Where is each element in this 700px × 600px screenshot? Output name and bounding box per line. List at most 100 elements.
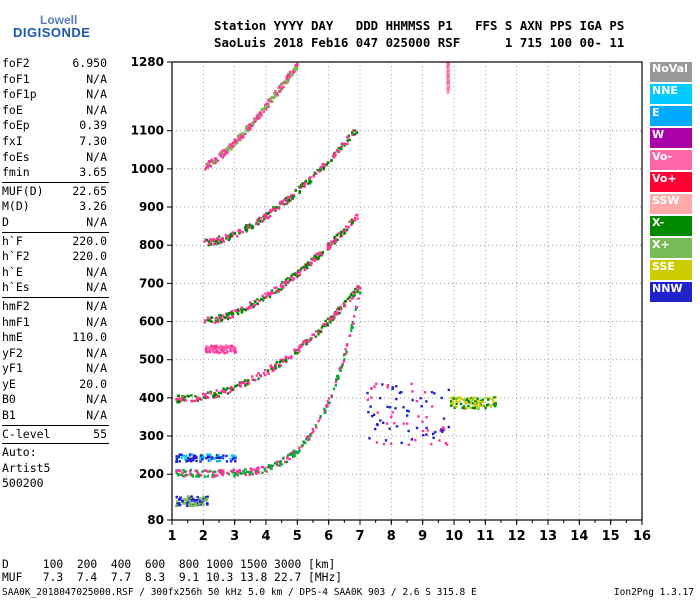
echo-point-2F xyxy=(325,323,329,326)
echo-point-5F xyxy=(272,91,276,95)
echo-point-x2 xyxy=(206,495,209,499)
echo-point-4F xyxy=(325,163,328,166)
echo-point-1F xyxy=(296,451,299,454)
echo-point-3F xyxy=(218,314,221,317)
echo-point-x4 xyxy=(447,62,450,65)
echo-point-x1 xyxy=(485,396,488,399)
echo-point-sp xyxy=(421,420,424,423)
y-tick-label: 400 xyxy=(139,391,164,405)
echo-point-1F xyxy=(340,366,343,369)
echo-point-3F xyxy=(282,286,285,289)
echo-point-sp xyxy=(395,385,398,388)
echo-point-x5 xyxy=(221,349,224,353)
echo-point-x3 xyxy=(193,454,197,458)
echo-point-4F xyxy=(269,210,272,214)
x-tick-label: 15 xyxy=(602,529,620,544)
param-key: h`F xyxy=(2,233,23,248)
echo-point-sp xyxy=(381,383,384,386)
echo-point-sp xyxy=(407,429,410,433)
echo-point-sp xyxy=(378,396,382,400)
echo-point-4F xyxy=(209,237,212,241)
y-tick-label: 700 xyxy=(139,276,164,290)
echo-point-1F xyxy=(288,457,291,461)
echo-point-1F xyxy=(175,469,178,473)
echo-point-2F xyxy=(274,365,277,368)
echo-point-x1 xyxy=(481,404,484,408)
echo-point-5F xyxy=(231,144,235,148)
echo-point-1F xyxy=(332,387,336,391)
echo-point-5F xyxy=(284,81,288,84)
echo-point-1F xyxy=(265,470,268,473)
echo-point-4F xyxy=(238,232,241,235)
echo-point-x1 xyxy=(474,402,477,405)
echo-point-x1 xyxy=(467,400,470,403)
echo-point-3F xyxy=(292,277,296,280)
echo-point-1F xyxy=(266,466,270,469)
echo-point-3F xyxy=(275,286,278,289)
param-value: N/A xyxy=(86,408,107,423)
echo-point-x5 xyxy=(215,349,218,352)
echo-point-1F xyxy=(278,464,281,467)
echo-point-x3 xyxy=(234,455,237,458)
echo-point-2F xyxy=(267,372,270,375)
echo-point-1F xyxy=(298,446,301,450)
echo-point-2F xyxy=(190,399,194,403)
echo-point-4F xyxy=(217,241,220,245)
echo-point-4F xyxy=(308,179,311,182)
echo-point-1F xyxy=(282,456,285,460)
y-tick-label: 300 xyxy=(139,429,164,443)
echo-point-4F xyxy=(352,129,355,132)
echo-point-1F xyxy=(248,472,252,475)
echo-point-5F xyxy=(222,149,225,152)
echo-point-1F xyxy=(250,469,253,473)
echo-point-sp xyxy=(372,413,376,417)
legend: NoVal NNE E W Vo- Vo+ SSW X- X+ SSE NNW xyxy=(650,62,692,304)
echo-point-4F xyxy=(241,231,244,234)
echo-point-1F xyxy=(334,384,338,387)
echo-point-x2 xyxy=(202,497,205,500)
echo-point-1F xyxy=(345,350,348,353)
echo-point-5F xyxy=(242,134,245,137)
echo-point-2F xyxy=(303,340,306,343)
legend-item-ssw: SSW xyxy=(650,194,692,214)
echo-point-1F xyxy=(344,352,348,356)
echo-point-4F xyxy=(210,239,213,243)
echo-point-3F xyxy=(312,256,315,260)
echo-point-4F xyxy=(230,234,233,238)
echo-point-1F xyxy=(344,348,347,351)
param-row: foF2 6.950 xyxy=(2,56,162,72)
echo-point-2F xyxy=(358,286,362,290)
echo-point-4F xyxy=(315,172,318,176)
param-row: foEs N/A xyxy=(2,150,162,166)
echo-point-x1 xyxy=(461,406,464,410)
echo-point-x4 xyxy=(446,72,450,75)
legend-item-vo-plus: Vo+ xyxy=(650,172,692,192)
echo-point-2F xyxy=(317,329,321,332)
echo-point-2F xyxy=(273,368,276,371)
echo-point-3F xyxy=(313,258,316,261)
echo-point-x1 xyxy=(481,398,485,401)
echo-point-4F xyxy=(298,185,301,189)
echo-point-x3 xyxy=(215,456,218,460)
echo-point-x3 xyxy=(225,460,229,463)
echo-point-x5 xyxy=(225,344,228,347)
echo-point-x5 xyxy=(210,344,213,348)
echo-point-x5 xyxy=(208,348,211,351)
echo-point-1F xyxy=(179,473,183,477)
echo-point-4F xyxy=(292,195,296,198)
echo-point-x1 xyxy=(451,396,455,399)
echo-point-5F xyxy=(223,154,226,157)
echo-point-4F xyxy=(316,168,319,172)
echo-point-4F xyxy=(272,206,275,209)
echo-point-3F xyxy=(309,263,313,267)
divider xyxy=(2,181,109,183)
echo-point-4F xyxy=(277,206,281,209)
echo-point-3F xyxy=(256,298,259,301)
echo-point-3F xyxy=(319,251,322,255)
echo-point-x1 xyxy=(474,400,477,403)
echo-point-3F xyxy=(303,268,307,271)
echo-point-2F xyxy=(339,305,342,309)
echo-point-1F xyxy=(307,436,310,440)
echo-point-2F xyxy=(319,330,323,334)
x-tick-label: 10 xyxy=(445,529,463,544)
